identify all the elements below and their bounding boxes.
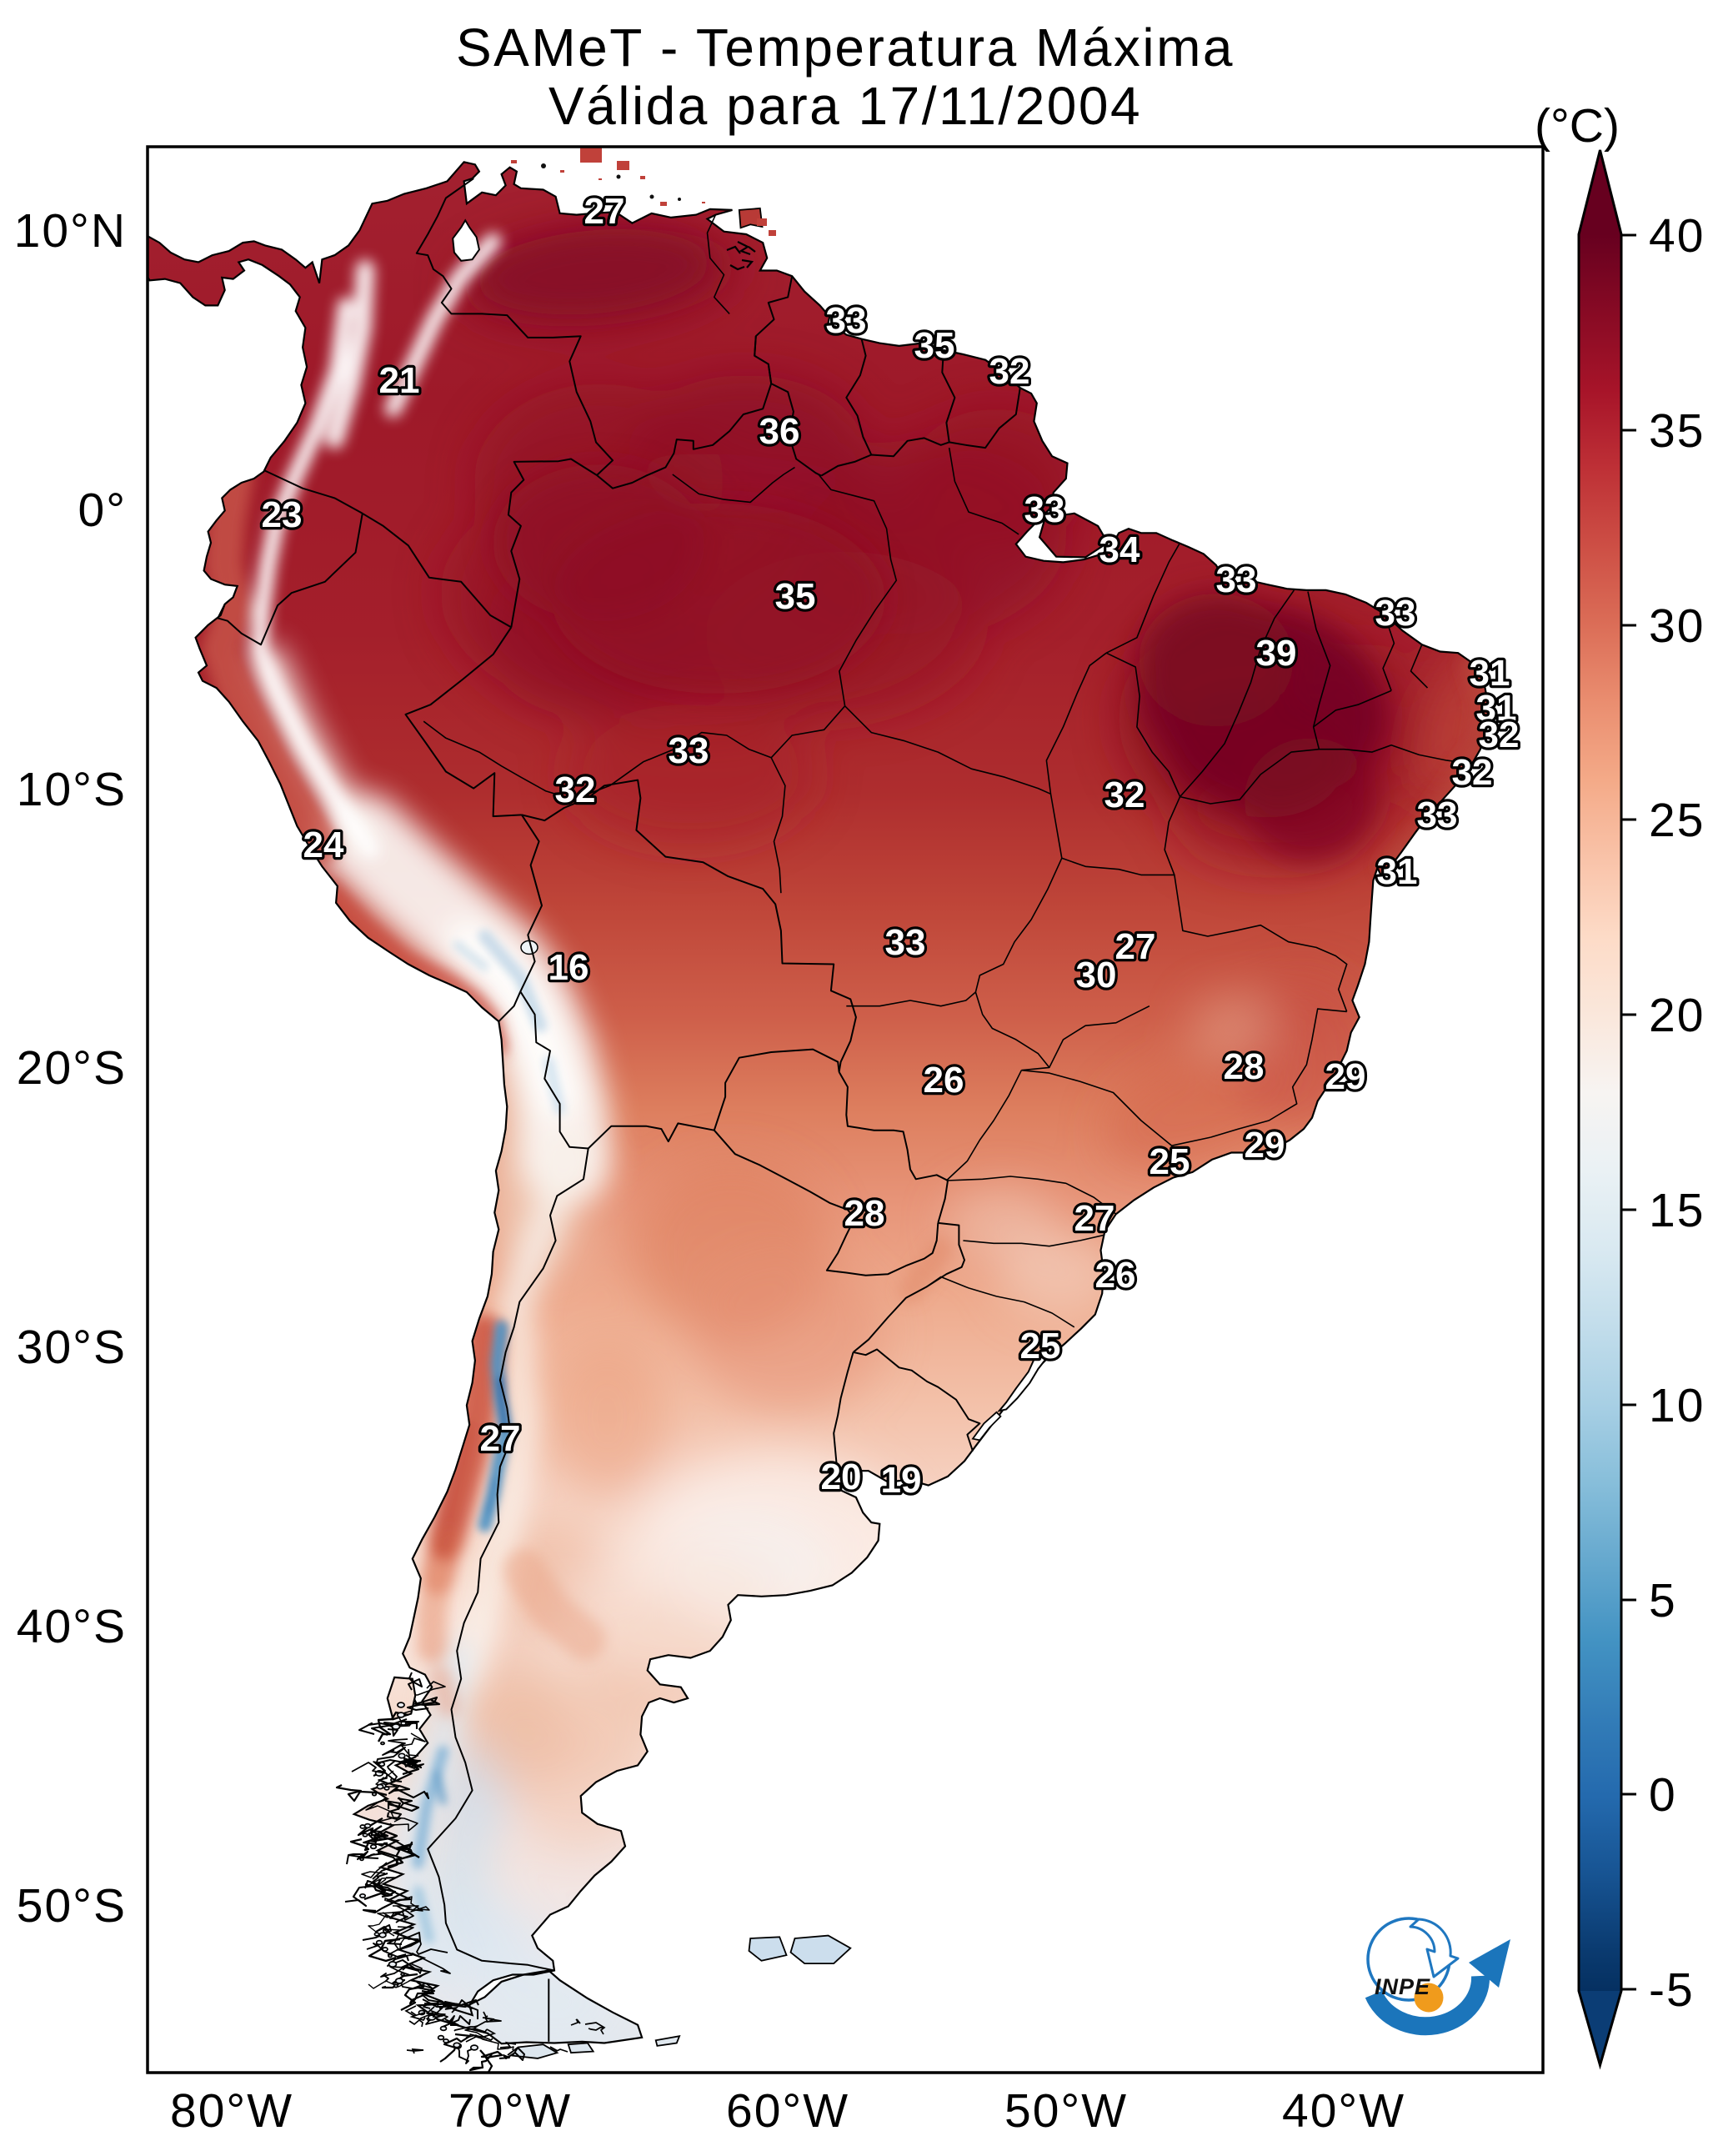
svg-text:32: 32 bbox=[989, 351, 1030, 392]
svg-text:23: 23 bbox=[262, 494, 303, 535]
svg-text:(°C): (°C) bbox=[1535, 99, 1620, 153]
svg-text:27: 27 bbox=[1074, 1198, 1115, 1239]
svg-text:33: 33 bbox=[1375, 593, 1416, 634]
svg-text:36: 36 bbox=[759, 411, 800, 452]
svg-text:34: 34 bbox=[1099, 529, 1140, 570]
svg-text:35: 35 bbox=[1649, 404, 1705, 458]
svg-text:27: 27 bbox=[480, 1418, 521, 1459]
svg-text:10: 10 bbox=[1649, 1379, 1705, 1432]
svg-text:20: 20 bbox=[821, 1457, 862, 1497]
svg-text:35: 35 bbox=[914, 325, 955, 366]
svg-text:31: 31 bbox=[1377, 851, 1418, 892]
svg-text:24: 24 bbox=[303, 825, 344, 865]
svg-text:20: 20 bbox=[1649, 989, 1705, 1042]
svg-text:10°N: 10°N bbox=[14, 204, 127, 258]
svg-text:31: 31 bbox=[1476, 688, 1517, 729]
svg-text:35: 35 bbox=[775, 576, 816, 617]
svg-text:INPE: INPE bbox=[1375, 1974, 1430, 1999]
svg-text:28: 28 bbox=[1224, 1046, 1265, 1087]
svg-text:70°W: 70°W bbox=[448, 2084, 572, 2138]
svg-text:28: 28 bbox=[844, 1193, 885, 1234]
svg-text:26: 26 bbox=[1095, 1255, 1136, 1296]
svg-text:50°S: 50°S bbox=[17, 1879, 127, 1933]
svg-text:Válida para 17/11/2004: Válida para 17/11/2004 bbox=[548, 76, 1142, 136]
svg-text:16: 16 bbox=[548, 947, 589, 988]
svg-text:31: 31 bbox=[1470, 653, 1510, 694]
svg-text:20°S: 20°S bbox=[17, 1041, 127, 1095]
svg-text:32: 32 bbox=[1479, 714, 1520, 755]
svg-text:33: 33 bbox=[1216, 559, 1257, 600]
svg-text:30: 30 bbox=[1076, 955, 1117, 995]
svg-text:60°W: 60°W bbox=[726, 2084, 849, 2138]
svg-text:29: 29 bbox=[1245, 1125, 1285, 1166]
svg-text:33: 33 bbox=[1417, 795, 1458, 835]
svg-text:32: 32 bbox=[555, 770, 596, 810]
svg-text:0°: 0° bbox=[78, 484, 128, 537]
svg-text:27: 27 bbox=[1115, 926, 1156, 967]
svg-text:19: 19 bbox=[881, 1460, 922, 1501]
svg-text:33: 33 bbox=[669, 730, 709, 771]
svg-text:29: 29 bbox=[1325, 1056, 1366, 1097]
svg-text:15: 15 bbox=[1649, 1184, 1705, 1237]
svg-text:26: 26 bbox=[924, 1060, 964, 1101]
svg-text:SAMeT - Temperatura Máxima: SAMeT - Temperatura Máxima bbox=[456, 18, 1235, 78]
svg-text:25: 25 bbox=[1020, 1326, 1061, 1366]
svg-text:21: 21 bbox=[379, 360, 420, 401]
svg-text:30°S: 30°S bbox=[17, 1321, 127, 1374]
svg-text:25: 25 bbox=[1649, 794, 1705, 847]
svg-text:10°S: 10°S bbox=[17, 763, 127, 816]
svg-text:80°W: 80°W bbox=[170, 2084, 293, 2138]
svg-text:27: 27 bbox=[584, 191, 625, 232]
svg-text:33: 33 bbox=[1024, 489, 1065, 530]
svg-text:5: 5 bbox=[1649, 1574, 1677, 1627]
svg-text:-5: -5 bbox=[1649, 1963, 1695, 2017]
svg-text:33: 33 bbox=[885, 922, 926, 963]
svg-text:30: 30 bbox=[1649, 599, 1705, 653]
svg-text:32: 32 bbox=[1104, 775, 1145, 815]
svg-text:32: 32 bbox=[1452, 752, 1493, 793]
svg-text:40°S: 40°S bbox=[17, 1600, 127, 1653]
svg-text:40°W: 40°W bbox=[1282, 2084, 1405, 2138]
svg-text:50°W: 50°W bbox=[1004, 2084, 1128, 2138]
svg-text:40: 40 bbox=[1649, 209, 1705, 263]
svg-text:39: 39 bbox=[1256, 633, 1297, 674]
svg-text:0: 0 bbox=[1649, 1768, 1677, 1822]
svg-text:33: 33 bbox=[826, 300, 867, 341]
svg-text:25: 25 bbox=[1150, 1141, 1190, 1182]
